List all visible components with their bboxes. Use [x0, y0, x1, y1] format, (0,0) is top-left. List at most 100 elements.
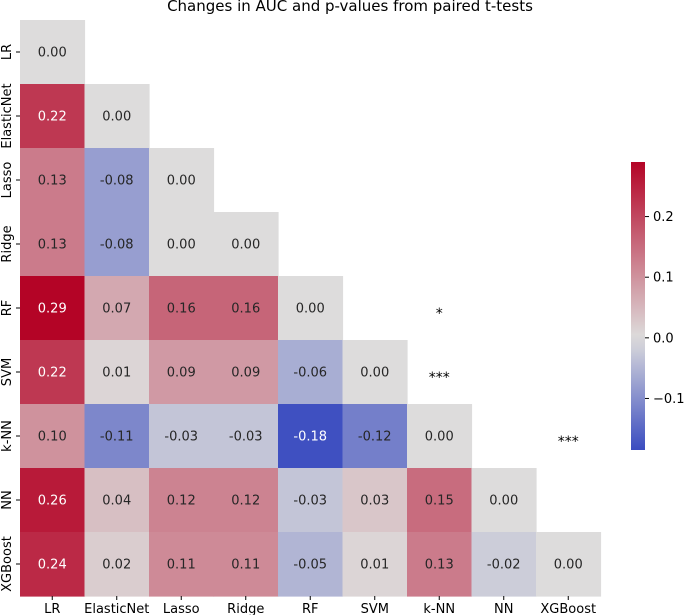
- heatmap-cell-label: 0.03: [360, 494, 389, 509]
- heatmap-cell-label: 0.00: [489, 494, 518, 509]
- heatmap-cell: [278, 276, 344, 341]
- heatmap-cell-label: 0.00: [296, 302, 325, 317]
- heatmap-cell-label: -0.12: [358, 430, 392, 445]
- x-tick-label: ElasticNet: [84, 602, 149, 615]
- heatmap-cell: [213, 532, 279, 597]
- heatmap-cell: [20, 532, 86, 597]
- x-tick-label: RF: [302, 602, 319, 615]
- x-tick-label: NN: [494, 602, 513, 615]
- heatmap-cell-label: 0.00: [231, 238, 260, 253]
- y-tick-label: LR: [0, 44, 15, 60]
- heatmap-cell-label: 0.26: [38, 494, 67, 509]
- y-tick-label: SVM: [0, 358, 15, 386]
- y-tick-label: RF: [0, 300, 15, 317]
- x-tick-label: XGBoost: [540, 602, 596, 615]
- heatmap-cell: [84, 148, 150, 213]
- y-tick-label: NN: [0, 490, 15, 509]
- heatmap-cell-label: 0.01: [102, 366, 131, 381]
- heatmap-cell: [278, 404, 344, 469]
- y-tick-label: ElasticNet: [0, 83, 15, 148]
- heatmap-cell-label: -0.05: [293, 558, 327, 573]
- heatmap-cell: [471, 532, 537, 597]
- heatmap-cell-label: 0.16: [167, 302, 196, 317]
- heatmap-cell: [20, 20, 86, 85]
- heatmap-cell-label: 0.11: [231, 558, 260, 573]
- heatmap-cell-label: 0.10: [38, 430, 67, 445]
- heatmap-cell-label: 0.07: [102, 302, 131, 317]
- heatmap-cell-label: 0.15: [425, 494, 454, 509]
- heatmap-cell: [84, 468, 150, 533]
- heatmap-cell: [149, 532, 215, 597]
- heatmap-cell: [213, 340, 279, 405]
- heatmap-cell: [342, 404, 408, 469]
- heatmap-cell: [20, 468, 86, 533]
- x-tick-label: k-NN: [423, 602, 455, 615]
- heatmap-cell: [278, 340, 344, 405]
- colorbar-tick-label: −0.1: [653, 392, 685, 407]
- heatmap-cell-label: -0.11: [100, 430, 134, 445]
- colorbar-tick-label: 0.2: [653, 210, 674, 225]
- heatmap-cell-label: 0.00: [38, 46, 67, 61]
- heatmap-cell-label: 0.00: [425, 430, 454, 445]
- heatmap-cell: [84, 84, 150, 149]
- heatmap-cell: [342, 468, 408, 533]
- significance-marker: ***: [558, 434, 579, 450]
- heatmap-cell: [278, 468, 344, 533]
- colorbar: 0.2 0.1 0.0 −0.1: [631, 162, 685, 450]
- heatmap-cell: [20, 212, 86, 277]
- colorbar-tick-label: 0.1: [653, 271, 674, 286]
- heatmap-cell-label: 0.22: [38, 366, 67, 381]
- colorbar-tick-label: 0.0: [653, 331, 674, 346]
- heatmap-cell: [20, 148, 86, 213]
- heatmap-cell: [407, 532, 473, 597]
- heatmap-cell-label: 0.04: [102, 494, 131, 509]
- heatmap-cell-label: 0.13: [38, 174, 67, 189]
- heatmap-cell-label: -0.06: [293, 366, 327, 381]
- heatmap-cell: [84, 276, 150, 341]
- heatmap-cell-label: -0.08: [100, 238, 134, 253]
- heatmap-cell-label: 0.22: [38, 110, 67, 125]
- heatmap-cells: 0.00 0.22 0.00 0.13 -0.08 0.00 0.13 -0.08 0.00 0.…: [20, 20, 602, 597]
- heatmap-cell: [471, 468, 537, 533]
- significance-markers: *******: [429, 306, 579, 450]
- heatmap-cell: [149, 468, 215, 533]
- heatmap-cell: [20, 276, 86, 341]
- heatmap-cell: [407, 404, 473, 469]
- significance-marker: *: [436, 306, 443, 322]
- heatmap-cell: [84, 404, 150, 469]
- heatmap-cell-label: 0.00: [360, 366, 389, 381]
- heatmap-cell: [149, 276, 215, 341]
- heatmap-cell: [342, 340, 408, 405]
- heatmap-cell: [213, 468, 279, 533]
- heatmap-cell-label: 0.12: [231, 494, 260, 509]
- x-tick-label: SVM: [361, 602, 389, 615]
- heatmap-cell-label: -0.03: [293, 494, 327, 509]
- heatmap-cell-label: 0.16: [231, 302, 260, 317]
- heatmap-cell-label: 0.12: [167, 494, 196, 509]
- y-tick-label: Lasso: [0, 162, 15, 199]
- heatmap-cell: [213, 212, 279, 277]
- heatmap-cell-label: 0.24: [38, 558, 67, 573]
- heatmap-cell-label: -0.03: [229, 430, 263, 445]
- heatmap-cell-label: -0.18: [293, 430, 327, 445]
- y-tick-label: k-NN: [0, 420, 15, 452]
- heatmap-cell: [84, 340, 150, 405]
- heatmap-cell: [213, 404, 279, 469]
- y-axis-tick-labels: LR ElasticNet Lasso Ridge RF SVM k-NN NN XGBoost: [0, 44, 20, 592]
- heatmap-cell: [342, 532, 408, 597]
- heatmap-cell: [149, 212, 215, 277]
- significance-marker: ***: [429, 370, 450, 386]
- heatmap-cell: [149, 340, 215, 405]
- heatmap-cell-label: 0.09: [167, 366, 196, 381]
- x-tick-label: LR: [44, 602, 60, 615]
- heatmap-cell: [213, 276, 279, 341]
- y-tick-label: Ridge: [0, 225, 15, 262]
- chart-title: Changes in AUC and p-values from paired …: [167, 0, 533, 15]
- heatmap-cell-label: 0.02: [102, 558, 131, 573]
- heatmap-cell: [536, 532, 602, 597]
- heatmap-cell: [84, 532, 150, 597]
- heatmap-cell-label: -0.03: [164, 430, 198, 445]
- y-tick-label: XGBoost: [0, 536, 15, 592]
- x-tick-label: Ridge: [227, 602, 264, 615]
- x-axis-tick-labels: LR ElasticNet Lasso Ridge RF SVM k-NN NN XGBoost: [44, 596, 596, 615]
